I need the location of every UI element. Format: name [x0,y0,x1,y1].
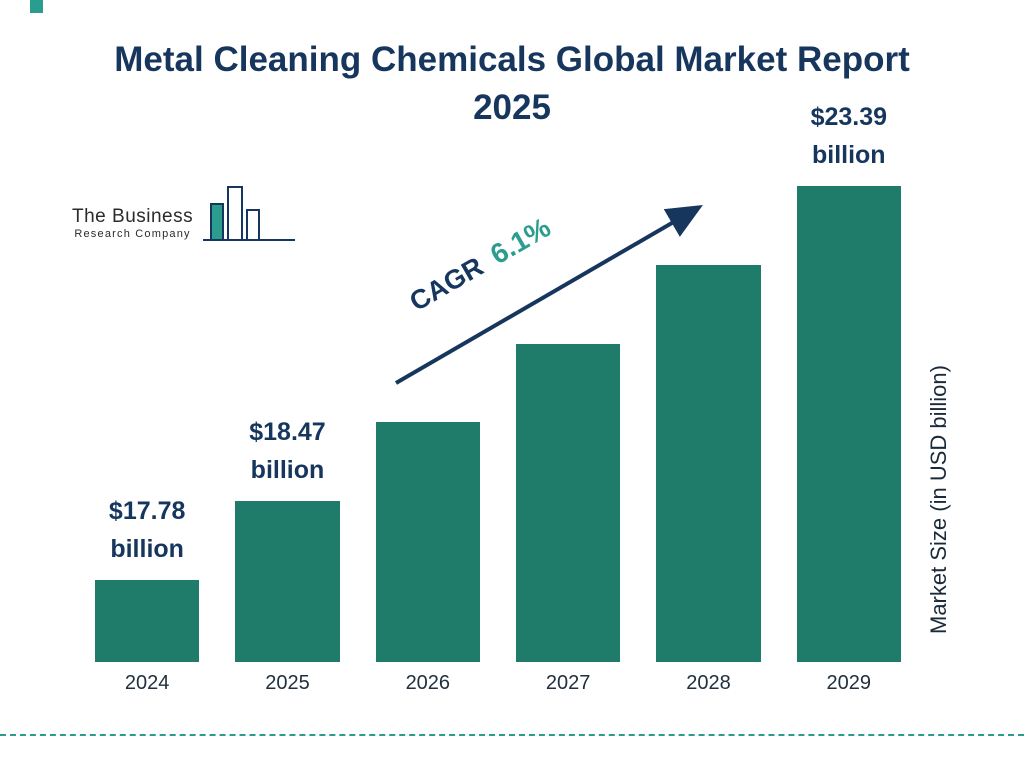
y-axis-label: Market Size (in USD billion) [926,365,951,635]
bar-group-2028: 2028 [656,265,761,694]
logo-name: The Business [72,206,194,227]
bar-group-2024: $17.78 billion 2024 [95,497,200,694]
logo-subname: Research Company [74,228,191,240]
page-title: Metal Cleaning Chemicals Global Market R… [114,40,910,127]
bar-value-label-2024: $17.78 billion [108,497,186,563]
company-logo: The Business Research Company [72,182,297,244]
x-axis-label-2028: 2028 [686,672,731,694]
bar-group-2026: 2026 [375,422,480,694]
bar-chart: $17.78 billion 2024 $18.47 billion 2025 2026 20… [95,102,901,694]
logo-text: The Business Research Company [72,206,193,244]
bar-chart-logo-icon [203,186,296,241]
bar-group-2025: $18.47 billion 2025 [235,418,340,694]
bar-value-label-2029: $23.39 billion [810,103,888,169]
bar-2026 [375,422,480,662]
bar-value-label-2025: $18.47 billion [249,418,326,484]
bar-group-2029: $23.39 billion 2029 [796,103,901,694]
bar-2027 [515,344,621,662]
bar-2028 [656,265,761,662]
bar-2025 [235,501,340,662]
cagr-trend-arrow [394,204,703,385]
x-axis-label-2026: 2026 [405,672,451,694]
x-axis-label-2027: 2027 [545,672,591,694]
bar-group-2027: 2027 [515,344,621,694]
bar-2024 [95,580,200,662]
bar-2029 [796,186,901,662]
x-axis-label-2029: 2029 [826,672,872,694]
corner-accent-mark [30,0,43,13]
x-axis-label-2025: 2025 [265,672,310,694]
bottom-dashed-divider [0,734,1024,736]
x-axis-label-2024: 2024 [124,672,170,694]
